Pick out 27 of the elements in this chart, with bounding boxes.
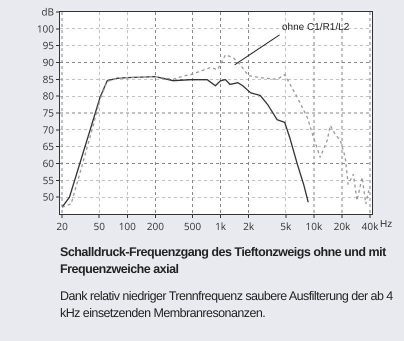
y-tick-label: 80 bbox=[42, 88, 54, 103]
x-tick-label: 10k bbox=[306, 219, 323, 233]
y-tick-label: 50 bbox=[42, 190, 54, 204]
x-tick-label: 200 bbox=[146, 219, 164, 233]
x-tick-label: 500 bbox=[184, 219, 202, 233]
x-tick-label: 2k bbox=[243, 219, 255, 233]
y-tick-label: 65 bbox=[42, 139, 54, 154]
x-tick-label: 40k bbox=[362, 219, 380, 233]
y-tick-label: 95 bbox=[42, 38, 54, 52]
x-tick-label: 20k bbox=[334, 219, 352, 233]
x-tick-label: 50 bbox=[93, 219, 106, 233]
y-tick-label: 85 bbox=[42, 72, 54, 86]
x-axis-title: Hz bbox=[380, 219, 392, 230]
y-tick-label: 100 bbox=[36, 21, 54, 36]
x-tick-label: 20 bbox=[56, 219, 68, 233]
y-tick-label: 60 bbox=[42, 156, 54, 170]
x-tick-label: 5k bbox=[280, 219, 292, 233]
text: ohne C1/R1/L2 bbox=[282, 22, 350, 33]
y-tick-label: 70 bbox=[42, 122, 54, 136]
y-tick-label: 55 bbox=[42, 172, 54, 187]
y-tick-label: dB bbox=[41, 4, 54, 18]
y-tick-label: 90 bbox=[42, 55, 54, 69]
x-tick-label: 100 bbox=[118, 219, 136, 233]
text: Dank relativ niedriger Trennfrequenz saubere Ausfilterung der ab 4 kHz einsetzenden Membranresonanzen. bbox=[60, 288, 394, 322]
text: Schalldruck-Frequenzgang des Tieftonzweigs ohne und mit Frequenzweiche axial bbox=[60, 244, 388, 278]
y-tick-label: 75 bbox=[42, 106, 54, 120]
x-tick-label: 1k bbox=[215, 219, 227, 233]
